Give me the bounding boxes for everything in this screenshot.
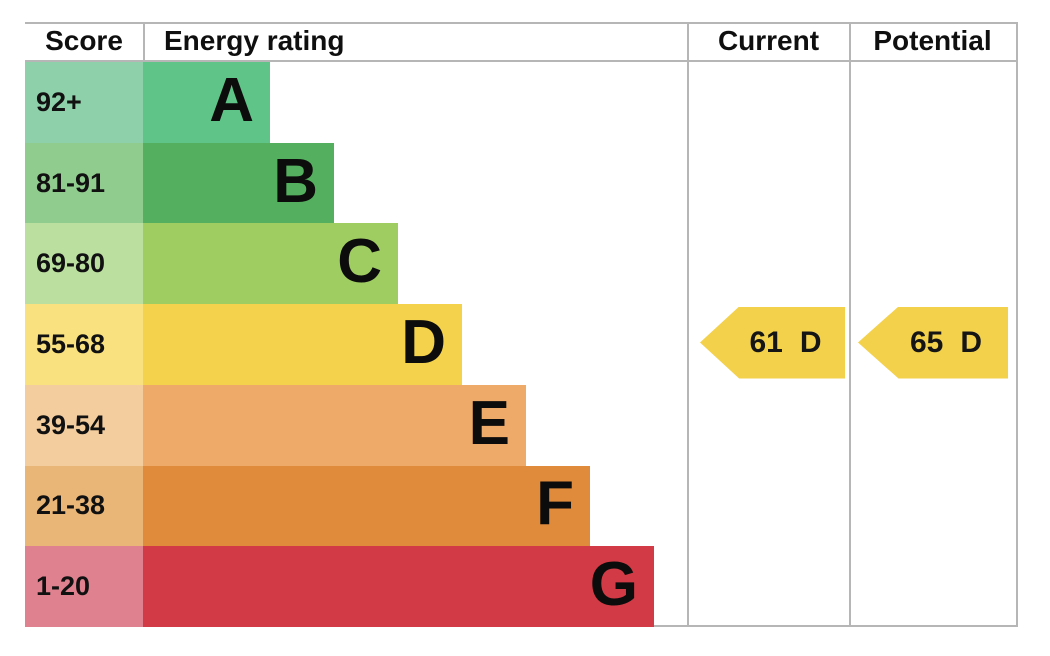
band-letter: F [536, 469, 574, 539]
band-bar: C [143, 223, 398, 305]
band-bar: D [143, 304, 462, 385]
band-score-range: 1-20 [25, 546, 143, 628]
top-border-line [25, 22, 1018, 24]
band-score-range: 55-68 [25, 304, 143, 385]
band-rows: 92+ A 81-91 B 69-80 C 55-68 D 39-54 [25, 62, 685, 628]
current-potential-divider [849, 22, 851, 627]
band-row: 1-20 G [25, 546, 685, 628]
band-score-range: 92+ [25, 62, 143, 143]
band-bar: A [143, 62, 270, 143]
band-letter: A [209, 65, 254, 135]
current-column-header: Current [717, 25, 820, 56]
band-row: 81-91 B [25, 142, 685, 224]
band-score-range: 69-80 [25, 223, 143, 305]
potential-rating-letter: D [960, 325, 983, 359]
band-bar: E [143, 384, 526, 466]
right-border-line [1016, 22, 1018, 627]
band-bar: B [143, 142, 334, 224]
potential-column-header: Potential [873, 25, 992, 56]
current-rating-letter: D [799, 325, 822, 359]
band-bar: F [143, 465, 590, 547]
band-letter: E [468, 388, 510, 458]
band-score-range: 39-54 [25, 384, 143, 466]
band-bar: G [143, 546, 654, 628]
band-score-range: 21-38 [25, 465, 143, 547]
potential-rating-arrow: 65 D [858, 306, 1008, 379]
band-letter: G [589, 550, 638, 620]
band-letter: C [337, 227, 382, 297]
band-row: 55-68 D [25, 304, 685, 385]
score-column-header: Score [45, 25, 123, 56]
band-row: 39-54 E [25, 384, 685, 466]
band-score-range: 81-91 [25, 142, 143, 224]
current-rating-value: 61 [749, 325, 783, 359]
rating-column-divider [687, 22, 689, 627]
band-letter: D [401, 308, 446, 378]
energy-rating-column-header: Energy rating [164, 25, 345, 56]
potential-rating-value: 65 [909, 325, 944, 359]
band-letter: B [273, 146, 318, 216]
header-bottom-line [25, 60, 1018, 62]
band-row: 69-80 C [25, 223, 685, 305]
band-row: 92+ A [25, 62, 685, 143]
score-column-divider [143, 22, 145, 60]
band-row: 21-38 F [25, 465, 685, 547]
current-rating-arrow: 61 D [700, 306, 845, 379]
